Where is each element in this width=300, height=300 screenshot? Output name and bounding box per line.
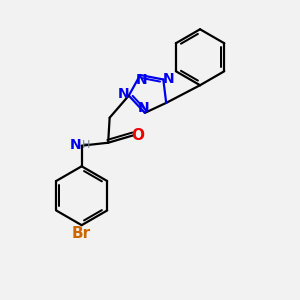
Text: Br: Br: [72, 226, 91, 241]
Text: N: N: [69, 138, 81, 152]
Text: N: N: [136, 73, 148, 87]
Text: H: H: [75, 140, 91, 150]
Text: N: N: [138, 101, 149, 115]
Text: N: N: [118, 87, 129, 101]
Text: O: O: [131, 128, 144, 143]
Text: N: N: [163, 72, 174, 86]
